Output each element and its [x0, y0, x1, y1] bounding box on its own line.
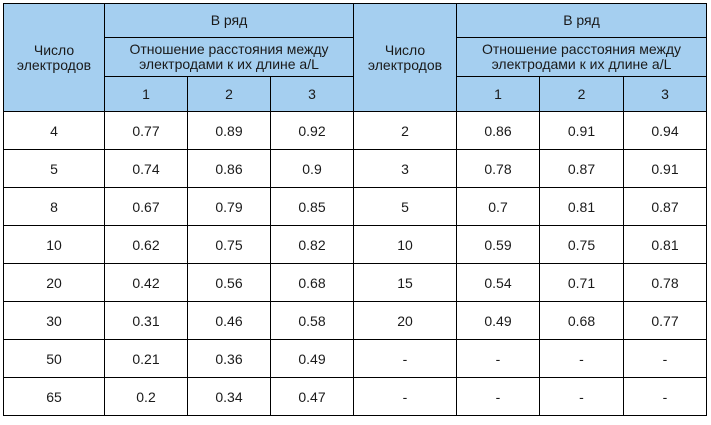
coefficient-cell: 0.74 [104, 149, 188, 188]
electrode-count-header: Число электродов [353, 3, 457, 112]
coefficient-cell: 0.62 [104, 225, 188, 264]
coefficient-cell: 0.21 [104, 339, 188, 378]
electrode-coefficient-table: Число электродов В ряд Число электродов … [3, 3, 707, 416]
table-row: 50 0.21 0.36 0.49- - - - [3, 339, 707, 378]
electrode-count-cell: - [353, 339, 457, 378]
coefficient-cell: 0.71 [539, 263, 624, 302]
coefficient-cell: 0.2 [104, 377, 188, 416]
ratio-column-header: 1 [456, 76, 540, 112]
coefficient-cell: 0.77 [623, 301, 707, 340]
coefficient-cell: 0.56 [187, 263, 271, 302]
table-row: 10 0.62 0.75 0.82 10 0.59 0.75 0.81 [3, 225, 707, 264]
coefficient-cell: - [456, 377, 540, 416]
coefficient-cell: 0.36 [187, 339, 271, 378]
coefficient-cell: 0.31 [104, 301, 188, 340]
coefficient-cell: 0.81 [623, 225, 707, 264]
electrode-count-cell: 15 [353, 263, 457, 302]
ratio-column-header: 2 [539, 76, 624, 112]
coefficient-cell: 0.87 [539, 149, 624, 188]
table-row: 20 0.42 0.56 0.68 15 0.54 0.71 0.78 [3, 263, 707, 302]
coefficient-cell: 0.49 [270, 339, 354, 378]
coefficient-cell: - [539, 339, 624, 378]
electrode-count-cell: 10 [353, 225, 457, 264]
coefficient-cell: 0.78 [623, 263, 707, 302]
coefficient-cell: 0.77 [104, 111, 188, 150]
distance-ratio-header: Отношение расстояния между электродами к… [104, 37, 354, 77]
coefficient-cell: 0.68 [270, 263, 354, 302]
ratio-column-header: 3 [270, 76, 354, 112]
electrode-count-cell: 3 [353, 149, 457, 188]
coefficient-cell: 0.67 [104, 187, 188, 226]
coefficient-cell: 0.86 [187, 149, 271, 188]
electrode-count-cell: 10 [3, 225, 105, 264]
coefficient-cell: 0.75 [539, 225, 624, 264]
coefficient-cell: - [623, 377, 707, 416]
coefficient-cell: 0.86 [456, 111, 540, 150]
coefficient-cell: 0.79 [187, 187, 271, 226]
table-row: 5 0.74 0.86 0.9 3 0.78 0.87 0.91 [3, 149, 707, 188]
electrode-count-cell: - [353, 377, 457, 416]
coefficient-cell: 0.85 [270, 187, 354, 226]
coefficient-cell: 0.94 [623, 111, 707, 150]
electrode-count-cell: 50 [3, 339, 105, 378]
coefficient-cell: 0.58 [270, 301, 354, 340]
table-header: Число электродов В ряд Число электродов … [3, 3, 707, 112]
ratio-column-header: 2 [187, 76, 271, 112]
coefficient-cell: 0.81 [539, 187, 624, 226]
coefficient-cell: 0.46 [187, 301, 271, 340]
coefficient-cell: 0.75 [187, 225, 271, 264]
ratio-column-header: 3 [623, 76, 707, 112]
electrode-count-cell: 20 [3, 263, 105, 302]
electrode-count-cell: 4 [3, 111, 105, 150]
coefficient-cell: 0.91 [539, 111, 624, 150]
distance-ratio-header: Отношение расстояния между электродами к… [456, 37, 707, 77]
coefficient-cell: 0.49 [456, 301, 540, 340]
coefficient-cell: 0.68 [539, 301, 624, 340]
table-body: 4 0.77 0.89 0.92 2 0.86 0.91 0.94 5 0.74 0.86 0.9 3 0… [3, 111, 707, 416]
table-row: 30 0.31 0.46 0.58 20 0.49 0.68 0.77 [3, 301, 707, 340]
table-row: 8 0.67 0.79 0.85 5 0.7 0.81 0.87 [3, 187, 707, 226]
coefficient-cell: - [539, 377, 624, 416]
electrode-count-cell: 2 [353, 111, 457, 150]
coefficient-cell: - [623, 339, 707, 378]
coefficient-cell: 0.91 [623, 149, 707, 188]
electrode-count-cell: 8 [3, 187, 105, 226]
coefficient-cell: 0.42 [104, 263, 188, 302]
coefficient-cell: 0.87 [623, 187, 707, 226]
electrode-count-cell: 65 [3, 377, 105, 416]
in-row-group-header: В ряд [104, 3, 354, 38]
electrode-count-cell: 5 [3, 149, 105, 188]
ratio-column-header: 1 [104, 76, 188, 112]
coefficient-cell: 0.9 [270, 149, 354, 188]
electrode-count-header: Число электродов [3, 3, 105, 112]
coefficient-cell: 0.92 [270, 111, 354, 150]
table-row: 4 0.77 0.89 0.92 2 0.86 0.91 0.94 [3, 111, 707, 150]
coefficient-cell: 0.82 [270, 225, 354, 264]
in-row-group-header: В ряд [456, 3, 707, 38]
coefficient-cell: 0.89 [187, 111, 271, 150]
coefficient-cell: 0.59 [456, 225, 540, 264]
coefficient-cell: 0.54 [456, 263, 540, 302]
coefficient-cell: 0.47 [270, 377, 354, 416]
coefficient-cell: - [456, 339, 540, 378]
coefficient-cell: 0.7 [456, 187, 540, 226]
coefficient-cell: 0.78 [456, 149, 540, 188]
electrode-count-cell: 30 [3, 301, 105, 340]
table-row: 65 0.2 0.34 0.47- - - - [3, 377, 707, 416]
electrode-count-cell: 5 [353, 187, 457, 226]
coefficient-cell: 0.34 [187, 377, 271, 416]
electrode-count-cell: 20 [353, 301, 457, 340]
